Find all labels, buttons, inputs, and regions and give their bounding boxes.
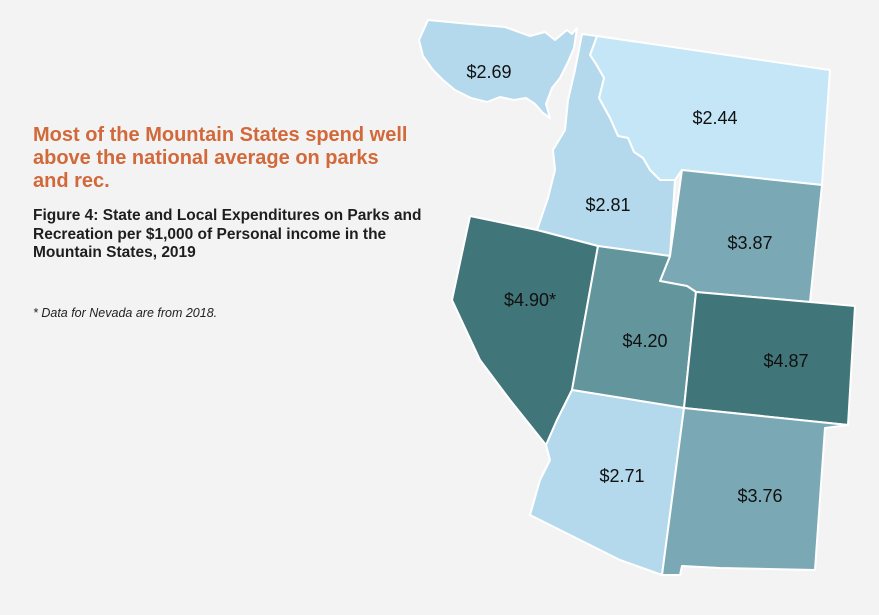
region-colorado: [683, 291, 856, 426]
value-label-idaho: $2.81: [585, 195, 630, 215]
region-idaho: [536, 33, 676, 257]
value-label-us: $2.69: [466, 62, 511, 82]
value-label-nevada: $4.90*: [504, 290, 556, 310]
footnote: * Data for Nevada are from 2018.: [33, 306, 218, 320]
value-label-montana: $2.44: [692, 108, 737, 128]
figure-title: Figure 4: State and Local Expenditures o…: [33, 207, 422, 261]
value-label-utah: $4.20: [622, 331, 667, 351]
value-label-colorado: $4.87: [763, 351, 808, 371]
region-us: [418, 19, 578, 119]
headline: Most of the Mountain States spend well a…: [33, 124, 408, 192]
value-label-arizona: $2.71: [599, 466, 644, 486]
value-label-wyoming: $3.87: [727, 233, 772, 253]
value-label-new-mexico: $3.76: [737, 486, 782, 506]
region-new-mexico: [661, 407, 849, 576]
